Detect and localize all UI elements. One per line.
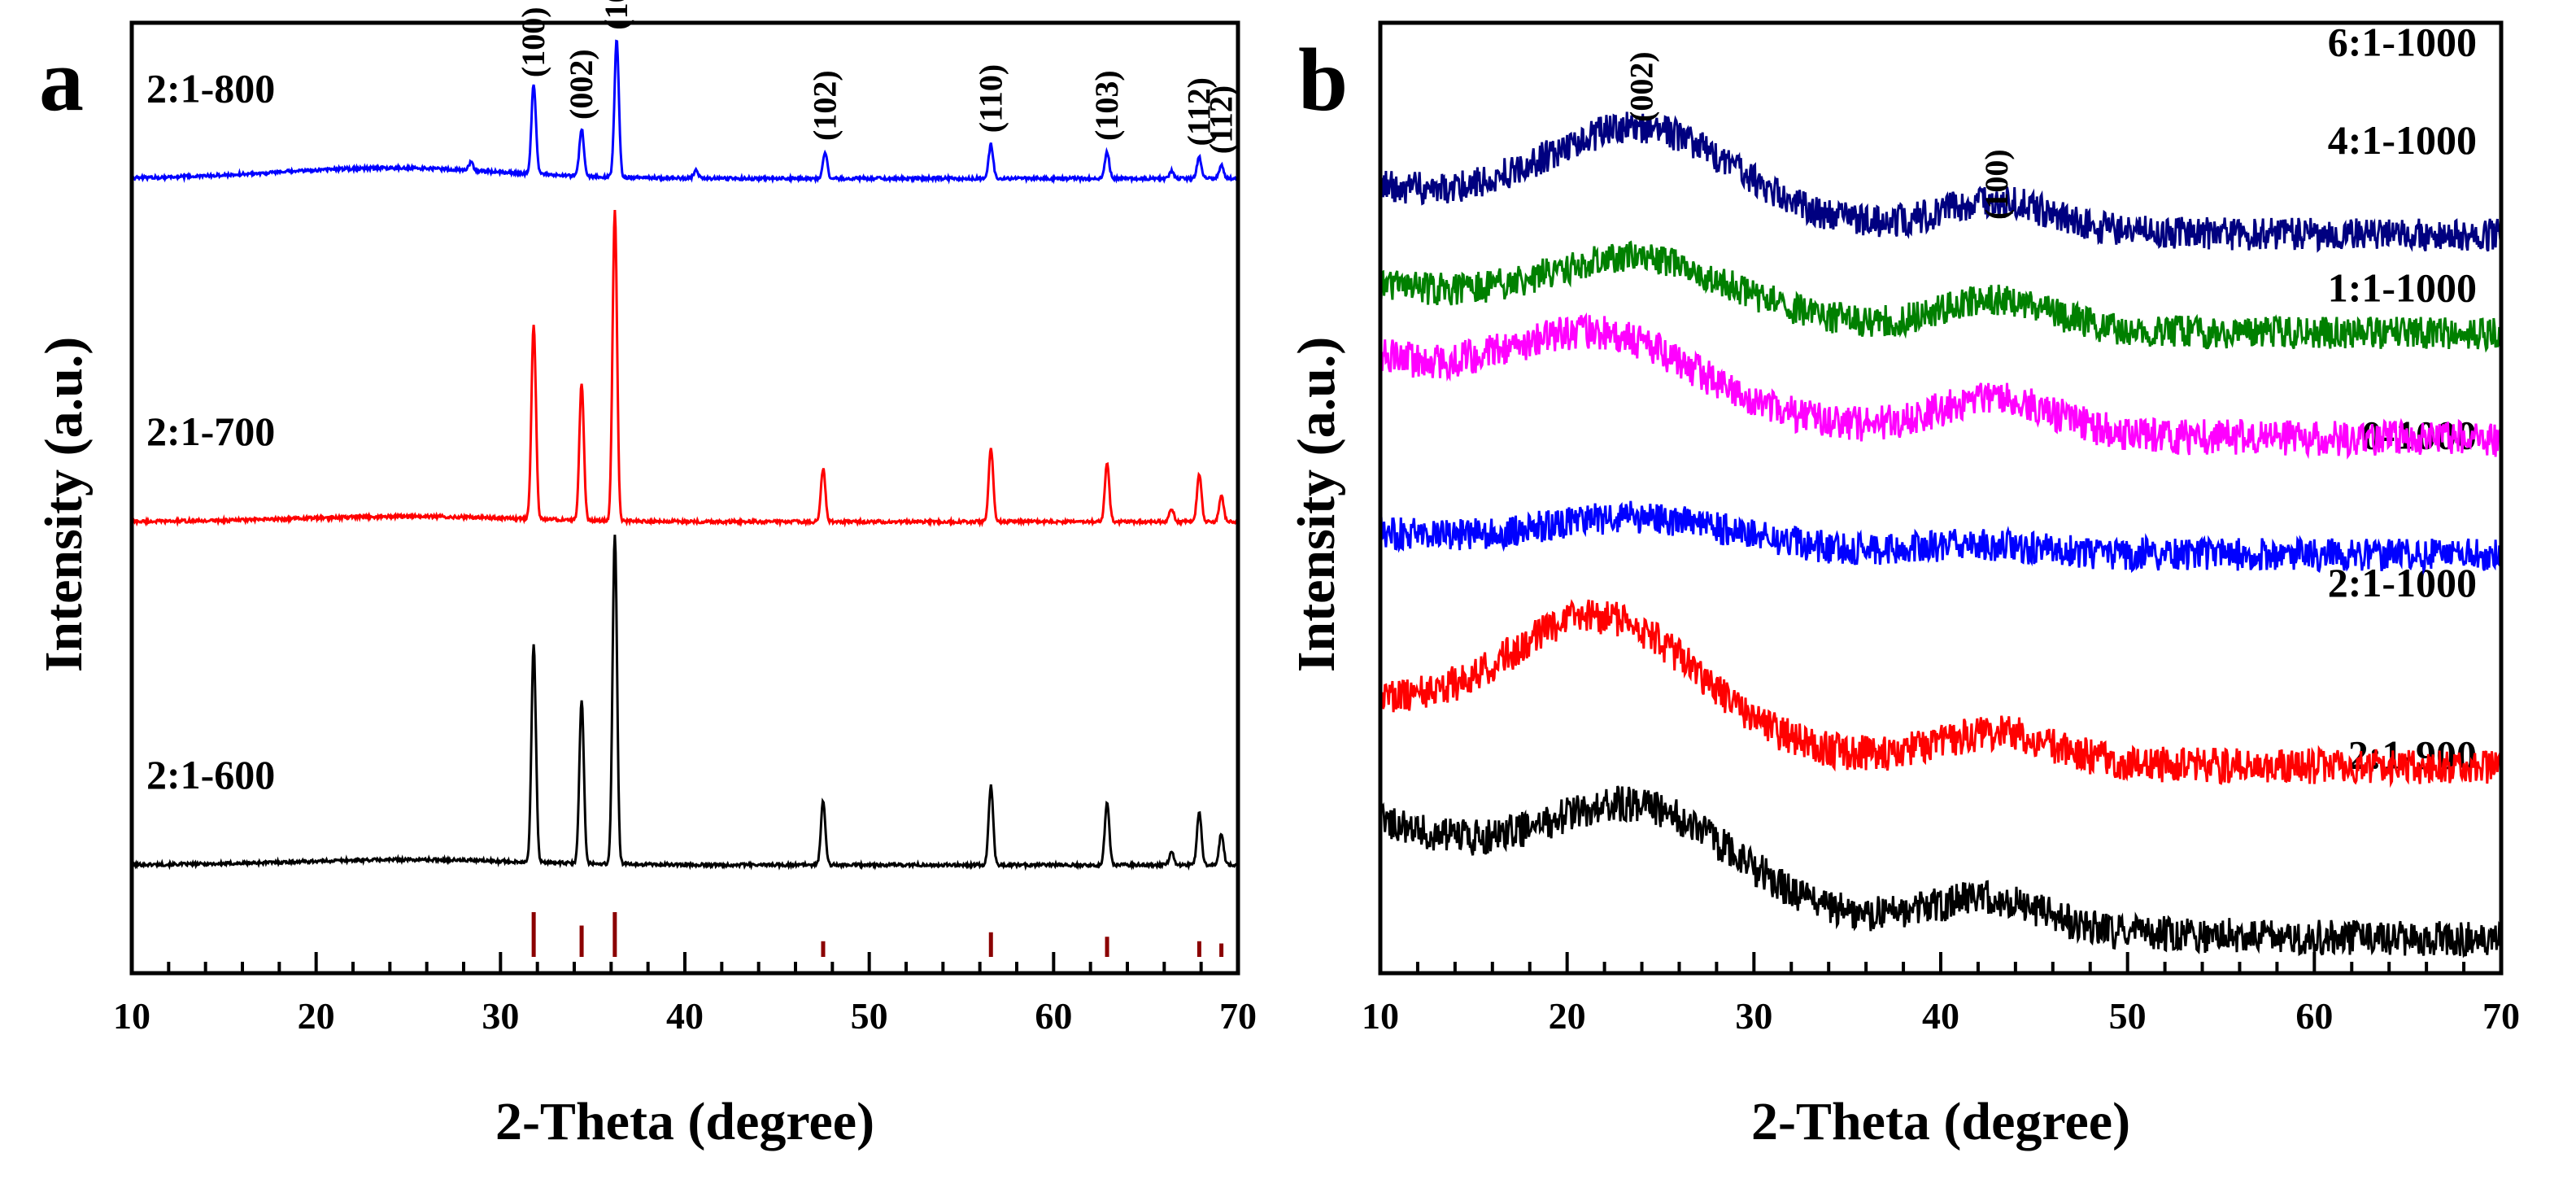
- panel-b-x-tick-label: 70: [2482, 995, 2520, 1037]
- panel-a-y-axis-title: Intensity (a.u.): [34, 337, 94, 673]
- peak-label: (101): [598, 0, 634, 30]
- panel-a: a 2:1-600 2:1-700 2:1-800 (100) (002) (101) (1…: [34, 0, 1257, 1151]
- series-label-2-1-800: 2:1-800: [146, 65, 275, 111]
- series-label-4-1-1000: 4:1-1000: [2328, 117, 2477, 163]
- series-line-0-1000: [1379, 500, 2503, 575]
- peak-label: (112): [1203, 85, 1240, 154]
- panel-b-x-ticks: 10 20 30 40 50 60 70: [1362, 952, 2520, 1037]
- panel-a-x-tick-label: 40: [666, 995, 704, 1037]
- panel-a-frame: [129, 20, 1240, 976]
- peak-label: (002): [563, 49, 599, 120]
- panel-a-letter: a: [39, 30, 84, 129]
- panel-a-x-tick-label: 20: [298, 995, 335, 1037]
- peak-label: (100): [1978, 149, 2015, 220]
- panel-a-plot-area: 2:1-600 2:1-700 2:1-800 (100) (002) (101) (102…: [130, 0, 1240, 957]
- series-line-2-1-700: [130, 209, 1239, 528]
- series-line-6-1-1000: [1379, 111, 2503, 253]
- series-label-1-1-1000: 1:1-1000: [2328, 264, 2477, 310]
- panel-b-x-axis-title: 2-Theta (degree): [1751, 1092, 2130, 1151]
- panel-b-x-tick-label: 40: [1922, 995, 1959, 1037]
- panel-b-x-tick-label: 30: [1735, 995, 1772, 1037]
- panel-b-plot-area: 2:1-9002:1-10000-10001:1-10004:1-10006:1…: [1379, 19, 2503, 959]
- series-label-2-1-600: 2:1-600: [146, 752, 275, 797]
- panel-b-x-tick-label: 20: [1549, 995, 1586, 1037]
- panel-a-x-axis-title: 2-Theta (degree): [495, 1092, 874, 1151]
- panel-b-y-axis-title: Intensity (a.u.): [1287, 337, 1346, 673]
- series-line-1-1-1000: [1379, 312, 2503, 460]
- panel-b: b 2:1-9002:1-10000-10001:1-10004:1-10006…: [1287, 19, 2520, 1151]
- series-label-6-1-1000: 6:1-1000: [2328, 19, 2477, 64]
- series-label-2-1-700: 2:1-700: [146, 408, 275, 454]
- panel-a-x-tick-label: 70: [1219, 995, 1257, 1037]
- peak-label: (100): [515, 7, 551, 77]
- panel-a-x-ticks: 10 20 30 40 50 60 70: [113, 952, 1257, 1037]
- peak-label: (102): [806, 70, 843, 141]
- panel-a-x-tick-label: 30: [482, 995, 519, 1037]
- series-line-2-1-1000: [1379, 599, 2503, 788]
- series-line-2-1-900: [1379, 785, 2503, 959]
- panel-a-x-tick-label: 60: [1035, 995, 1072, 1037]
- peak-label: (002): [1624, 51, 1660, 122]
- series-line-2-1-600: [131, 535, 1240, 871]
- panel-b-letter: b: [1298, 30, 1348, 129]
- panel-a-x-tick-label: 10: [113, 995, 150, 1037]
- panel-a-x-tick-label: 50: [851, 995, 888, 1037]
- panel-b-x-tick-label: 10: [1362, 995, 1399, 1037]
- peak-label: (112): [1180, 77, 1217, 146]
- series-line-4-1-1000: [1379, 240, 2503, 353]
- series-line-2-1-800: [131, 39, 1239, 185]
- peak-label: (110): [972, 64, 1009, 133]
- panel-b-x-tick-label: 50: [2109, 995, 2147, 1037]
- panel-b-x-tick-label: 60: [2295, 995, 2333, 1037]
- peak-label: (103): [1088, 70, 1125, 141]
